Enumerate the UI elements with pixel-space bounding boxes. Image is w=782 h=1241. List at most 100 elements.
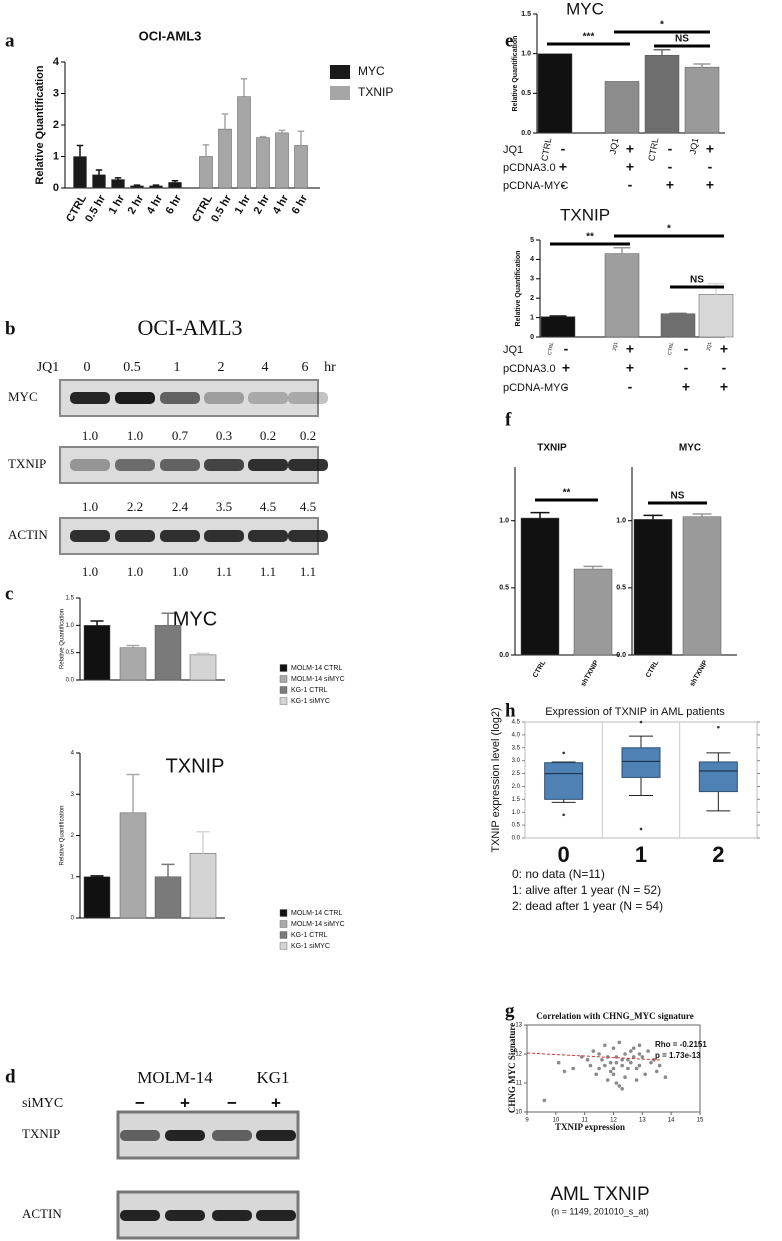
y-axis-label: Relative Quantification: [60, 609, 66, 669]
x-tick-label: 14: [668, 1118, 675, 1124]
sign: +: [562, 360, 570, 376]
sign: -: [684, 360, 689, 376]
legend-label: MOLM-14 siMYC: [291, 676, 345, 683]
blot-band: [288, 459, 328, 471]
sign: -: [668, 159, 673, 175]
sign: +: [706, 141, 714, 157]
bar: [119, 812, 147, 919]
panel-letter: f: [505, 409, 512, 430]
legend-swatch: [279, 686, 288, 694]
point: [629, 1060, 633, 1065]
significance-label: **: [563, 488, 571, 499]
y-axis-label: Relative Quantification: [34, 65, 46, 184]
quant-label: 1.0: [127, 428, 143, 443]
quant-label: 4.5: [300, 499, 316, 514]
bar: [92, 174, 106, 189]
y-tick-label: 3: [530, 276, 534, 283]
y-axis-label: TXNIP expression level (log2): [490, 707, 502, 852]
sign: -: [561, 141, 566, 157]
x-tick-label: 11: [582, 1118, 589, 1124]
y-tick-label: 2: [530, 295, 534, 302]
treatment-label: JQ1: [37, 360, 60, 375]
x-tick-label: 4 hr: [271, 192, 292, 216]
point: [620, 1063, 624, 1068]
error-bar: [126, 644, 140, 648]
error-bar: [114, 177, 122, 180]
panel-letter: d: [5, 1066, 16, 1087]
y-tick-label: 1.0: [499, 518, 509, 525]
significance-label: *: [660, 20, 664, 31]
error-bar: [549, 315, 567, 317]
legend-swatch: [330, 65, 350, 79]
sign: +: [626, 159, 634, 175]
sign: -: [628, 177, 633, 193]
point: [608, 1069, 613, 1074]
bar: [73, 156, 87, 189]
y-tick-label: 4: [530, 256, 534, 263]
y-axis-label: Relative Quantification: [512, 36, 519, 112]
trend-line: [526, 1052, 661, 1061]
blot-band: [248, 459, 288, 471]
error-bar: [161, 863, 175, 877]
y-tick-label: 3: [71, 792, 75, 798]
error-bar: [530, 511, 550, 519]
legend-label: KG-1 CTRL: [291, 932, 328, 939]
subcaption: (n = 1149, 201010_s_at): [551, 1206, 649, 1216]
x-tick-label: 0.5 hr: [83, 192, 108, 224]
error-bar: [583, 565, 603, 570]
outlier: [717, 725, 720, 729]
bar: [682, 516, 722, 656]
sign: +: [720, 341, 728, 357]
panel-letter: a: [5, 30, 15, 51]
condition-label: pCDNA3.0: [503, 363, 556, 375]
x-tick-label: 13: [639, 1118, 646, 1124]
point: [611, 1072, 616, 1077]
point: [562, 1069, 567, 1074]
panel-letter: g: [505, 1000, 515, 1021]
y-tick-label: 1: [71, 874, 75, 880]
bar: [130, 185, 144, 189]
sign: −: [227, 1093, 237, 1112]
x-tick-label: 0: [558, 842, 570, 867]
point: [597, 1066, 601, 1071]
bar: [256, 137, 270, 189]
legend-label: MYC: [358, 64, 385, 78]
chart-title: MYC: [679, 443, 701, 454]
panel-letter: h: [505, 700, 516, 721]
sign: +: [626, 141, 634, 157]
error-bar: [161, 612, 175, 626]
error-bar: [693, 63, 711, 68]
error-bar: [90, 620, 104, 626]
point: [571, 1066, 575, 1071]
legend-label: KG-1 siMYC: [291, 698, 330, 705]
y-tick-label: 1.0: [512, 810, 521, 816]
lane-label: 6: [302, 360, 309, 375]
quant-label: 1.1: [260, 564, 276, 579]
y-tick-label: 10: [515, 1110, 522, 1116]
error-bar: [259, 135, 267, 138]
chart-title: MYC: [566, 0, 604, 18]
quant-label: 0.2: [260, 428, 276, 443]
lane-label: 0: [84, 360, 91, 375]
significance-label: *: [667, 224, 671, 235]
blot-band: [165, 1130, 205, 1141]
quant-label: 1.1: [216, 564, 232, 579]
x-tick-label: 0.5 hr: [209, 192, 234, 224]
blot-band: [204, 392, 244, 404]
y-tick-label: 4.5: [512, 720, 521, 726]
x-tick-label: JQ1: [612, 341, 620, 351]
blot-band: [160, 459, 200, 471]
point: [603, 1063, 607, 1068]
point: [542, 1098, 547, 1103]
point: [623, 1052, 627, 1056]
significance-label: NS: [671, 491, 685, 502]
note: 1: alive after 1 year (N = 52): [512, 883, 661, 897]
x-tick-label: 10: [552, 1118, 559, 1124]
panel-letter: c: [5, 583, 13, 604]
error-bar: [152, 184, 160, 186]
box: [544, 762, 584, 800]
x-tick-label: shTXNIP: [689, 659, 710, 688]
point: [588, 1063, 593, 1068]
